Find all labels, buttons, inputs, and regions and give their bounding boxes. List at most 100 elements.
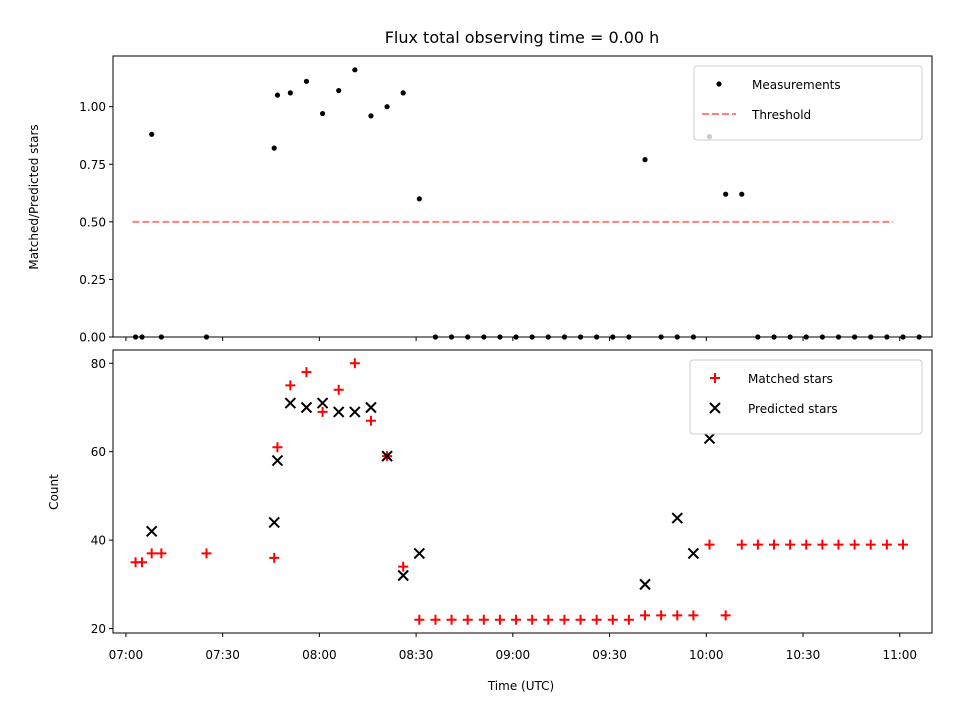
measurement-point: [642, 157, 648, 163]
bottom-y-tick-label: 60: [91, 445, 106, 459]
matched-stars-point: [833, 539, 844, 550]
bottom-y-tick-label: 80: [91, 357, 106, 371]
measurement-point: [739, 191, 745, 197]
bottom-legend: [689, 359, 923, 435]
matched-stars-point: [349, 358, 360, 369]
matched-stars-point: [769, 539, 780, 550]
matched-stars-point: [511, 614, 522, 625]
measurement-point: [384, 104, 390, 110]
predicted-stars-point: [639, 578, 651, 591]
matched-stars-point: [285, 380, 296, 391]
bottom-x-tick-label: 08:00: [302, 648, 337, 662]
matched-stars-point: [494, 614, 505, 625]
bottom-x-tick-label: 10:30: [786, 648, 821, 662]
top-y-tick-label: 0.00: [79, 331, 106, 345]
bottom-x-tick-label: 08:30: [399, 648, 434, 662]
bottom-x-tick-label: 09:30: [592, 648, 627, 662]
legend-matched-marker: [710, 373, 720, 383]
matched-stars-point: [575, 614, 586, 625]
predicted-stars-point: [381, 450, 393, 462]
predicted-stars-point: [300, 401, 313, 414]
predicted-stars-point: [284, 397, 297, 409]
matched-stars-point: [688, 610, 699, 621]
measurement-point: [303, 78, 310, 84]
legend-predicted-marker: [709, 402, 721, 414]
matched-stars-point: [881, 539, 892, 550]
measurement-point: [319, 110, 326, 117]
bottom-x-tick-label: 07:30: [205, 648, 240, 662]
predicted-stars-point: [413, 547, 426, 560]
matched-stars-point: [146, 548, 157, 559]
matched-stars-point: [478, 614, 489, 625]
predicted-stars-point: [316, 397, 329, 409]
bottom-x-tick-label: 09:00: [496, 648, 531, 662]
bottom-panel: 20 40 60 80 07:00 07:30 08:00 08:30 09:00 09:30 10…: [91, 349, 933, 662]
matched-stars-point: [301, 367, 312, 378]
bottom-x-axis-label: Time (UTC): [487, 679, 554, 693]
top-legend-entry: Measurements: [752, 78, 841, 92]
predicted-stars-point: [271, 454, 284, 467]
matched-stars-point: [156, 548, 167, 559]
matched-stars-point: [365, 415, 376, 426]
predicted-stars-point: [349, 406, 361, 418]
bottom-legend-entry: Predicted stars: [748, 402, 838, 416]
measurement-point: [416, 196, 422, 202]
top-panel: 0.00 0.25 0.50 0.75 1.00 Measurements Threshol…: [79, 55, 933, 345]
top-y-axis-label: Matched/Predicted stars: [27, 124, 41, 269]
matched-stars-point: [897, 539, 908, 550]
matched-stars-point: [527, 614, 538, 625]
matched-stars-point: [559, 614, 570, 625]
matched-stars-point: [462, 614, 473, 625]
measurement-point: [149, 131, 155, 137]
measurement-point: [368, 113, 374, 119]
bottom-y-axis-label: Count: [47, 474, 61, 510]
top-y-tick-label: 1.00: [79, 100, 106, 114]
matched-stars-point: [865, 539, 876, 550]
matched-stars-point: [623, 614, 634, 625]
top-plot-frame: [112, 55, 933, 338]
measurement-point: [287, 90, 293, 96]
bottom-x-tick-label: 11:00: [882, 648, 917, 662]
measurement-point: [336, 87, 342, 94]
bottom-x-tick-label: 10:00: [689, 648, 724, 662]
matched-stars-point: [785, 539, 796, 550]
top-y-tick-label: 0.50: [79, 215, 106, 229]
bottom-plot-frame: [112, 349, 933, 634]
predicted-stars-point: [145, 525, 158, 538]
bottom-y-tick-label: 40: [91, 534, 106, 548]
matched-stars-point: [849, 539, 860, 550]
predicted-stars-point: [268, 516, 280, 529]
measurement-point: [400, 90, 406, 96]
matched-stars-point: [736, 539, 747, 550]
matched-stars-point: [333, 384, 344, 395]
matched-stars-point: [446, 614, 457, 625]
matched-stars-point: [656, 610, 667, 621]
matched-stars-point: [591, 614, 602, 625]
matched-stars-point: [801, 539, 812, 550]
predicted-stars-point: [703, 432, 716, 445]
matched-stars-point: [201, 548, 212, 559]
matched-stars-point: [720, 610, 731, 621]
matched-stars-point: [752, 539, 763, 550]
bottom-y-tick-label: 20: [91, 622, 106, 636]
bottom-legend-entry: Matched stars: [748, 372, 833, 386]
top-chart-title: Flux total observing time = 0.00 h: [385, 28, 660, 47]
matched-stars-point: [269, 552, 280, 563]
bottom-x-tick-label: 07:00: [109, 648, 144, 662]
matched-stars-point: [640, 610, 651, 621]
matched-stars-point: [137, 557, 148, 568]
measurement-point: [271, 145, 277, 151]
top-legend-entry: Threshold: [751, 108, 811, 122]
matched-stars-point: [317, 406, 328, 417]
predicted-stars-point: [671, 512, 683, 524]
matched-stars-point: [414, 614, 425, 625]
measurement-point: [352, 67, 358, 73]
matched-stars-point: [704, 539, 715, 550]
matched-stars-point: [543, 614, 554, 625]
matched-stars-point: [607, 614, 618, 625]
matched-stars-point: [672, 610, 683, 621]
top-y-tick-label: 0.25: [79, 273, 106, 287]
predicted-stars-point: [365, 401, 377, 414]
measurement-point: [274, 92, 281, 98]
top-y-tick-label: 0.75: [79, 158, 106, 172]
